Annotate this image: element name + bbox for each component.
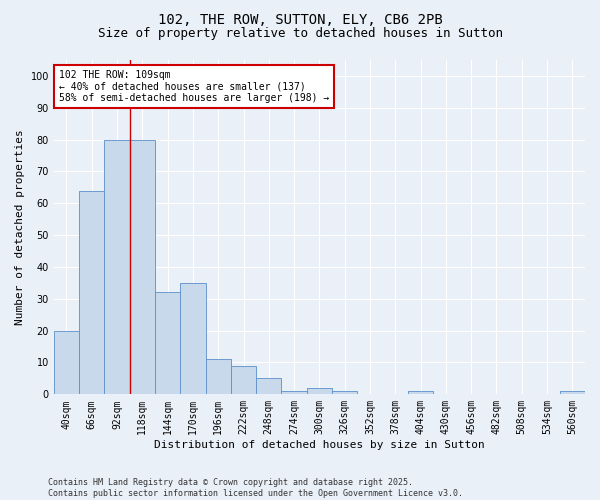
- Text: 102 THE ROW: 109sqm
← 40% of detached houses are smaller (137)
58% of semi-detac: 102 THE ROW: 109sqm ← 40% of detached ho…: [59, 70, 329, 103]
- Bar: [130, 140, 155, 394]
- Bar: [79, 190, 104, 394]
- Bar: [408, 391, 433, 394]
- Bar: [281, 391, 307, 394]
- Bar: [54, 330, 79, 394]
- Bar: [560, 391, 585, 394]
- Bar: [332, 391, 358, 394]
- Text: 102, THE ROW, SUTTON, ELY, CB6 2PB: 102, THE ROW, SUTTON, ELY, CB6 2PB: [158, 12, 442, 26]
- Bar: [256, 378, 281, 394]
- Bar: [104, 140, 130, 394]
- Bar: [155, 292, 180, 394]
- Bar: [231, 366, 256, 394]
- Bar: [180, 283, 206, 395]
- Text: Size of property relative to detached houses in Sutton: Size of property relative to detached ho…: [97, 28, 503, 40]
- Text: Contains HM Land Registry data © Crown copyright and database right 2025.
Contai: Contains HM Land Registry data © Crown c…: [48, 478, 463, 498]
- X-axis label: Distribution of detached houses by size in Sutton: Distribution of detached houses by size …: [154, 440, 485, 450]
- Bar: [206, 360, 231, 394]
- Y-axis label: Number of detached properties: Number of detached properties: [15, 130, 25, 325]
- Bar: [307, 388, 332, 394]
